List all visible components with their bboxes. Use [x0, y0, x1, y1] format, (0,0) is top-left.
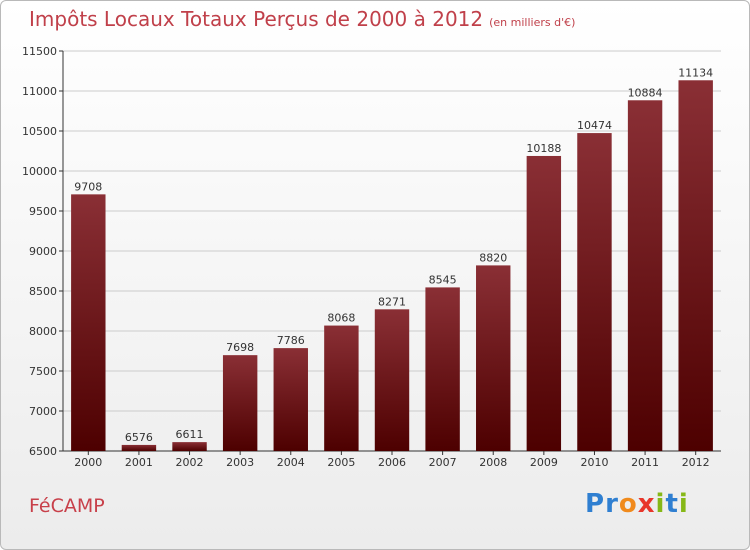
data-label: 6576: [125, 431, 153, 444]
bar: [627, 100, 663, 451]
x-tick-label: 2000: [74, 456, 102, 469]
logo-letter: P: [585, 489, 606, 519]
x-tick-label: 2006: [378, 456, 406, 469]
title-text: Impôts Locaux Totaux Perçus de 2000 à 20…: [29, 7, 484, 31]
data-label: 8545: [429, 273, 457, 286]
logo-letter: x: [637, 489, 656, 519]
chart-title: Impôts Locaux Totaux Perçus de 2000 à 20…: [29, 7, 575, 31]
data-label: 10474: [577, 119, 612, 132]
x-tick-label: 2002: [176, 456, 204, 469]
y-tick-label: 6500: [29, 445, 57, 458]
data-label: 8271: [378, 295, 406, 308]
bar: [526, 155, 562, 451]
bar: [273, 348, 308, 451]
bar: [476, 265, 511, 451]
data-label: 9708: [74, 180, 102, 193]
data-label: 10188: [526, 142, 561, 155]
y-tick-label: 9000: [29, 245, 57, 258]
y-tick-label: 8000: [29, 325, 57, 338]
data-label: 7698: [226, 341, 254, 354]
y-tick-label: 10500: [22, 125, 57, 138]
data-label: 11134: [678, 66, 713, 79]
proxiti-logo: Proxiti: [585, 489, 689, 519]
x-tick-label: 2004: [277, 456, 305, 469]
title-unit: (en milliers d'€): [489, 16, 576, 29]
x-tick-label: 2010: [580, 456, 608, 469]
x-tick-label: 2008: [479, 456, 507, 469]
bar: [121, 444, 157, 451]
bar: [425, 287, 460, 451]
data-label: 7786: [277, 334, 305, 347]
logo-letter: i: [678, 489, 689, 519]
y-tick-label: 10000: [22, 165, 57, 178]
bar: [71, 194, 106, 452]
y-tick-label: 11000: [22, 85, 57, 98]
bar: [324, 325, 359, 451]
bar: [222, 355, 258, 451]
bar: [577, 133, 612, 451]
logo-letter: r: [605, 489, 619, 519]
x-tick-label: 2012: [682, 456, 710, 469]
data-label: 10884: [628, 86, 663, 99]
x-tick-label: 2001: [125, 456, 153, 469]
x-tick-label: 2007: [429, 456, 457, 469]
x-tick-label: 2003: [226, 456, 254, 469]
logo-letter: i: [655, 489, 666, 519]
logo-letter: o: [618, 489, 638, 519]
data-label: 8820: [479, 251, 507, 264]
y-tick-label: 8500: [29, 285, 57, 298]
y-tick-label: 7000: [29, 405, 57, 418]
data-label: 6611: [176, 428, 204, 441]
bar: [374, 309, 410, 451]
x-tick-label: 2009: [530, 456, 558, 469]
logo-letter: t: [665, 489, 679, 519]
city-name: FéCAMP: [29, 495, 105, 517]
bar: [172, 442, 207, 451]
data-label: 8068: [327, 312, 355, 325]
y-tick-label: 9500: [29, 205, 57, 218]
y-tick-label: 11500: [22, 45, 57, 58]
bar: [678, 80, 713, 451]
x-tick-label: 2005: [327, 456, 355, 469]
y-tick-label: 7500: [29, 365, 57, 378]
x-tick-label: 2011: [631, 456, 659, 469]
